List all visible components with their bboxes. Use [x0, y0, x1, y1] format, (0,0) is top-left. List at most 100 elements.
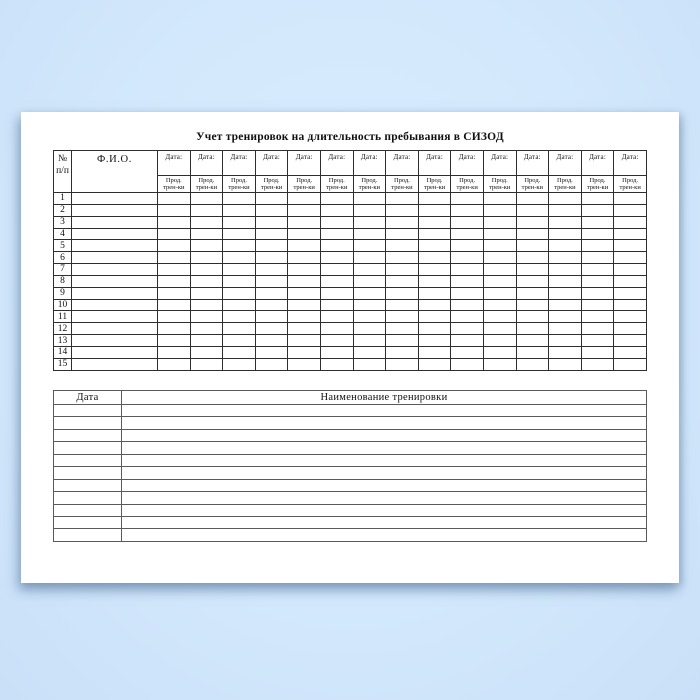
entry-cell: [613, 310, 647, 324]
log-table-row: [53, 453, 647, 468]
entry-cell: [580, 263, 615, 276]
training-log-table: Дата Наименование тренировки: [53, 390, 647, 542]
duration-column-header: Прод. трен-ки: [580, 175, 615, 193]
entry-cell: [580, 215, 615, 229]
entry-cell: [515, 357, 550, 371]
row-number-header-line2: п/п: [56, 165, 69, 176]
training-table: № п/п Ф.И.О. Дата: Дата: Дата: Дата: Дата: Дата:…: [53, 150, 647, 371]
entry-cell: [222, 251, 256, 265]
entry-cell: [352, 203, 387, 217]
entry-cell: [548, 203, 582, 217]
log-name-cell: [121, 441, 647, 455]
duration-header-line2: трен-ки: [554, 184, 576, 191]
duration-column-header: Прод. трен-ки: [515, 175, 550, 193]
entry-cell: [319, 203, 354, 217]
log-table-row: [53, 466, 647, 480]
duration-column-header: Прод. трен-ки: [254, 175, 289, 193]
row-number-cell: 8: [53, 274, 72, 288]
duration-header-line1: Прод.: [328, 176, 345, 184]
log-table-row: [53, 491, 647, 505]
entry-cell: [482, 345, 517, 359]
entry-cell: [222, 310, 256, 324]
entry-cell: [548, 251, 582, 265]
entry-cell: [450, 286, 484, 300]
entry-cell: [189, 310, 224, 324]
entry-cell: [189, 263, 224, 276]
entry-cell: [287, 322, 321, 336]
entry-cell: [319, 263, 354, 276]
row-number-cell: 15: [53, 357, 72, 371]
entry-cell: [482, 298, 517, 312]
entry-cell: [352, 192, 387, 205]
log-name-cell: [121, 466, 647, 480]
entry-cell: [385, 286, 419, 300]
entry-cell: [482, 203, 517, 217]
entry-cell: [515, 310, 550, 324]
row-number-cell: 2: [53, 203, 72, 217]
duration-header-line1: Прод.: [426, 176, 443, 184]
duration-header-line1: Прод.: [524, 176, 541, 184]
entry-cell: [352, 239, 387, 253]
entry-cell: [482, 322, 517, 336]
entry-cell: [254, 263, 289, 276]
entry-cell: [450, 263, 484, 276]
entry-cell: [319, 239, 354, 253]
entry-cell: [450, 357, 484, 371]
duration-column-header: Прод. трен-ки: [352, 175, 387, 193]
training-table-row: 10: [53, 298, 647, 312]
entry-cell: [319, 215, 354, 229]
log-table-row: [53, 416, 647, 430]
entry-cell: [319, 345, 354, 359]
entry-cell: [254, 334, 289, 347]
entry-cell: [157, 274, 191, 288]
date-column-header: Дата:: [417, 150, 452, 176]
log-date-cell: [53, 515, 122, 530]
entry-cell: [254, 227, 289, 241]
log-table-header: Дата Наименование тренировки: [53, 390, 647, 405]
entry-cell: [189, 357, 224, 371]
entry-cell: [385, 192, 419, 205]
duration-column-header: Прод. трен-ки: [482, 175, 517, 193]
entry-cell: [222, 203, 256, 217]
training-table-row: 11: [53, 310, 647, 324]
entry-cell: [613, 286, 647, 300]
entry-cell: [613, 239, 647, 253]
duration-header-line1: Прод.: [361, 176, 378, 184]
entry-cell: [254, 203, 289, 217]
entry-cell: [417, 215, 452, 229]
entry-cell: [580, 192, 615, 205]
entry-cell: [157, 298, 191, 312]
entry-cell: [319, 357, 354, 371]
entry-cell: [319, 310, 354, 324]
entry-cell: [254, 298, 289, 312]
entry-cell: [189, 334, 224, 347]
fio-cell: [71, 286, 158, 300]
entry-cell: [613, 357, 647, 371]
log-name-cell: [121, 491, 647, 505]
log-date-cell: [53, 453, 122, 468]
log-name-cell: [121, 428, 647, 443]
entry-cell: [417, 357, 452, 371]
entry-cell: [352, 322, 387, 336]
duration-header-line2: трен-ки: [521, 184, 543, 191]
entry-cell: [613, 227, 647, 241]
entry-cell: [385, 203, 419, 217]
training-table-row: 8: [53, 274, 647, 288]
entry-cell: [450, 345, 484, 359]
entry-cell: [157, 310, 191, 324]
entry-cell: [222, 239, 256, 253]
entry-cell: [580, 286, 615, 300]
entry-cell: [254, 239, 289, 253]
entry-cell: [417, 298, 452, 312]
header-row-duration: Прод. трен-ки Прод. трен-ки Прод. трен-ки Прод…: [54, 175, 647, 193]
duration-header-line2: трен-ки: [489, 184, 511, 191]
entry-cell: [482, 274, 517, 288]
duration-column-header: Прод. трен-ки: [157, 175, 191, 193]
entry-cell: [417, 322, 452, 336]
entry-cell: [254, 310, 289, 324]
entry-cell: [417, 286, 452, 300]
entry-cell: [189, 286, 224, 300]
log-date-cell: [53, 491, 122, 505]
entry-cell: [189, 192, 224, 205]
entry-cell: [222, 286, 256, 300]
